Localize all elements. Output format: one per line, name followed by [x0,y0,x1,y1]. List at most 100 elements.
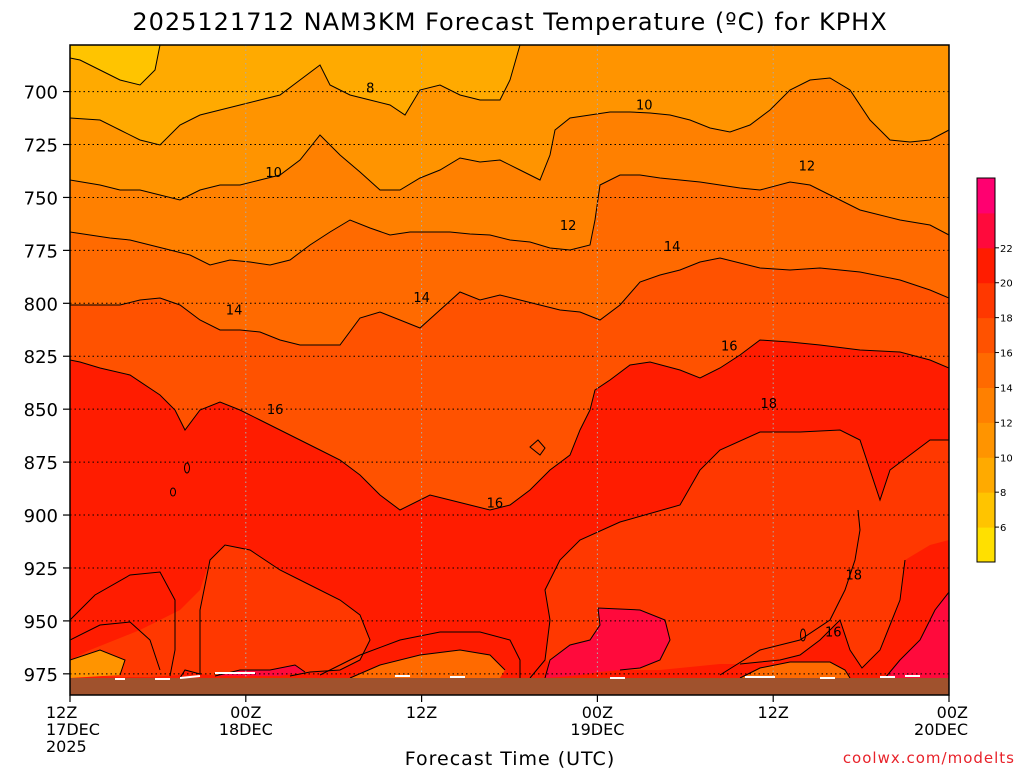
y-tick-label: 825 [24,347,58,368]
fill-band-near-ground-mid [350,650,505,678]
colorbar-segment [977,212,995,249]
y-axis-pressure: 700 725 750 775 800 825 850 875 900 925 950 975 [24,83,70,686]
colorbar-segment [977,422,995,458]
x-tick-label: 20DEC [914,720,968,739]
colorbar-label: 22 [1000,244,1013,255]
colorbar-label: 18 [1000,314,1013,325]
contour-18-lower [739,559,906,669]
plot-frame [69,44,950,696]
contour-near-ground-left-3 [70,571,176,677]
y-tick-label: 925 [24,559,58,580]
colorbar-segment [977,352,995,388]
colorbar-segment [977,457,995,493]
fill-band-6-8 [70,45,520,145]
contour-small-loop-3 [529,439,546,456]
contour-small-loop-2 [170,487,176,497]
isotherm-label: 16 [825,625,842,640]
x-tick-label: 2025 [46,737,87,756]
contour-near-ground-left-2 [70,621,161,671]
x-tick-label: 12Z [758,703,789,722]
y-tick-label: 950 [24,612,58,633]
fill-band-20-22-b [885,592,949,678]
colorbar-segment [977,492,995,528]
ground-terrain [70,678,949,695]
y-tick-label: 725 [24,136,58,157]
colorbar-segment [977,247,995,284]
colorbar-segment [977,178,995,214]
isotherm-label: 18 [846,568,863,583]
y-tick-label: 775 [24,241,58,262]
contour-small-loop-1 [184,462,190,474]
x-tick-label: 00Z [230,703,261,722]
contour-12 [70,174,949,266]
isotherm-label: 14 [413,291,430,306]
colorbar-label: 16 [1000,349,1013,360]
chart-title: 2025121712 NAM3KM Forecast Temperature (… [132,8,887,36]
contour-near-ground-left-1 [70,649,126,676]
x-axis-label: Forecast Time (UTC) [405,748,615,768]
colorbar-label: 14 [1000,383,1013,394]
ground-surface-marks [115,672,920,680]
isotherm-label: 16 [267,403,284,418]
x-tick-label: 12Z [406,703,437,722]
x-tick-label: 18DEC [219,720,273,739]
isotherm-label: 14 [664,240,681,255]
isotherm-label: 16 [487,496,504,511]
y-tick-label: 900 [24,506,58,527]
colorbar-label: 6 [1000,523,1006,534]
contour-20-b [884,591,949,679]
isotherm-label: 16 [721,340,738,355]
contour-near-ground-mid-2 [319,631,521,678]
fill-band-4-6 [70,45,160,85]
fill-band-near-ground-left [70,650,125,678]
y-tick-label: 700 [24,83,58,104]
colorbar-segment [977,317,995,354]
colorbar-label: 12 [1000,418,1013,429]
contour-10-a [70,77,949,201]
contour-18-right [529,429,949,679]
isotherm-labels: 8 10 10 12 12 14 14 14 16 16 18 16 18 16 [226,81,862,640]
isotherm-label: 14 [226,304,243,319]
credit-text: coolwx.com/modelts [843,749,1015,767]
isotherm-label: 10 [636,98,653,113]
isotherm-label: 12 [560,219,577,234]
colorbar-frame [976,177,996,563]
x-tick-label: 00Z [937,703,968,722]
contour-18-left [179,544,371,679]
contour-6 [70,45,161,86]
fill-band-20-22-a [545,608,670,678]
x-tick-label: 12Z [46,703,77,722]
isotherm-contours [70,45,949,679]
colorbar-segment [977,527,995,563]
isotherm-label: 8 [366,81,374,96]
fill-band-16-18 [70,45,949,677]
x-tick-label: 00Z [582,703,613,722]
contour-near-ground-right-2 [719,509,861,676]
colorbar-label: 10 [1000,453,1013,464]
temperature-fill-layers [70,45,949,695]
isotherm-label: 12 [799,160,816,175]
x-tick-label: 19DEC [570,720,624,739]
colorbar: 6 8 10 12 14 16 18 20 22 [976,177,1013,563]
colorbar-label: 20 [1000,279,1013,290]
y-tick-label: 850 [24,400,58,421]
y-tick-label: 750 [24,188,58,209]
y-tick-label: 975 [24,665,58,686]
isotherm-label: 18 [761,397,778,412]
contour-near-ground-mid-1 [349,649,506,679]
contour-near-ground-right-1 [739,661,851,679]
colorbar-segment [977,387,995,423]
y-tick-label: 875 [24,453,58,474]
contour-20-a [544,607,671,679]
x-tick-label: 17DEC [46,720,100,739]
colorbar-label: 8 [1000,488,1006,499]
contour-small-loop-4 [800,628,806,642]
colorbar-segment [977,282,995,319]
isotherm-label: 10 [265,166,282,181]
contour-16 [70,339,949,511]
contour-14 [70,257,949,346]
y-tick-label: 800 [24,294,58,315]
